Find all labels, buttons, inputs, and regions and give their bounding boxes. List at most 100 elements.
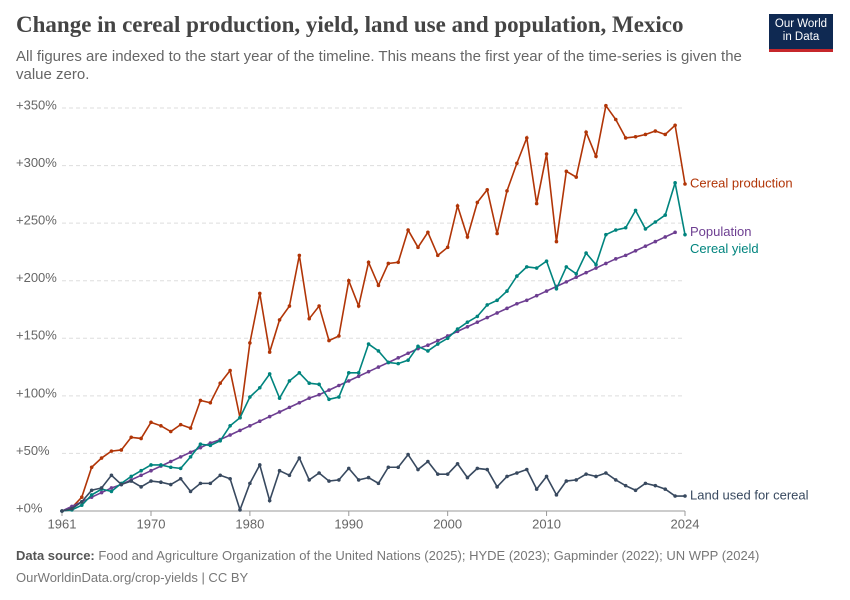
data-point — [119, 482, 124, 487]
y-tick-label: +50% — [16, 443, 50, 458]
data-point — [643, 132, 648, 137]
data-point — [584, 472, 588, 476]
data-point — [623, 136, 628, 140]
data-point — [455, 327, 460, 331]
series-line — [61, 453, 685, 513]
series-label: Population — [690, 224, 751, 239]
data-point — [594, 266, 598, 270]
data-point — [327, 338, 331, 343]
data-point — [198, 445, 203, 450]
y-tick-label: +350% — [16, 97, 57, 112]
data-point — [168, 459, 173, 464]
data-point — [613, 228, 618, 232]
x-tick-label: 1980 — [235, 516, 264, 531]
data-point — [129, 435, 134, 440]
data-point — [604, 103, 608, 108]
data-point — [337, 383, 341, 388]
data-point — [663, 213, 668, 217]
data-point — [327, 397, 331, 402]
data-point — [455, 461, 460, 466]
y-tick-label: +300% — [16, 155, 57, 170]
data-point — [406, 351, 410, 356]
data-point — [297, 371, 302, 375]
data-point — [544, 289, 549, 293]
data-point — [119, 448, 124, 452]
data-point — [475, 200, 480, 205]
data-point — [188, 455, 193, 459]
data-point — [534, 266, 539, 270]
data-point — [356, 478, 361, 482]
data-point — [505, 189, 509, 193]
data-point — [584, 270, 588, 275]
data-point — [505, 474, 509, 479]
x-tick-label: 1970 — [137, 516, 166, 531]
data-point — [376, 283, 381, 288]
data-point — [337, 395, 341, 399]
data-point — [515, 274, 519, 278]
data-point — [396, 356, 401, 360]
source-text: Food and Agriculture Organization of the… — [98, 548, 760, 563]
data-point — [188, 426, 193, 430]
data-point — [485, 467, 490, 472]
data-point — [673, 181, 677, 185]
data-point — [574, 272, 579, 276]
data-point — [594, 154, 598, 159]
data-point — [416, 467, 420, 472]
source-label: Data source: — [16, 548, 95, 563]
data-point — [228, 433, 232, 437]
logo[interactable]: Our World in Data — [769, 14, 833, 52]
data-point — [485, 315, 490, 320]
data-point — [188, 489, 193, 494]
data-point — [248, 395, 252, 399]
chart-subtitle: All figures are indexed to the start yea… — [16, 48, 742, 83]
data-point — [159, 463, 163, 467]
data-point — [554, 493, 559, 497]
data-point — [386, 465, 391, 470]
data-point — [99, 490, 104, 495]
series-label: Land used for cereal — [690, 487, 809, 502]
data-point — [89, 488, 94, 493]
data-point — [604, 471, 608, 475]
data-point — [149, 463, 153, 467]
data-point — [445, 245, 450, 250]
data-point — [435, 472, 440, 476]
source: Data source: Food and Agriculture Organi… — [16, 548, 759, 563]
data-point — [663, 132, 668, 137]
data-point — [554, 286, 559, 291]
data-point — [683, 494, 687, 498]
data-point — [79, 503, 84, 508]
data-point — [465, 235, 470, 239]
data-point — [633, 488, 638, 493]
data-point — [396, 361, 401, 366]
data-point — [248, 423, 252, 428]
data-point — [366, 260, 371, 265]
data-point — [505, 306, 509, 311]
data-point — [663, 487, 668, 491]
data-point — [99, 486, 104, 490]
data-point — [149, 468, 153, 473]
data-point — [594, 262, 598, 267]
data-point — [89, 465, 94, 470]
x-tick-label: 1990 — [334, 516, 363, 531]
data-point — [267, 350, 272, 354]
data-point — [297, 400, 302, 405]
data-point — [534, 201, 539, 206]
data-point — [307, 381, 312, 385]
data-point — [228, 368, 232, 373]
data-point — [248, 481, 252, 486]
data-point — [406, 228, 410, 232]
data-point — [495, 298, 499, 303]
data-point — [534, 487, 539, 491]
data-point — [287, 405, 292, 410]
data-point — [297, 456, 302, 460]
data-point — [416, 344, 420, 349]
data-point — [287, 304, 292, 308]
data-point — [109, 489, 114, 494]
data-point — [475, 320, 480, 324]
data-point — [604, 261, 608, 266]
data-point — [366, 475, 371, 480]
data-point — [109, 486, 114, 490]
x-tick-label: 2000 — [433, 516, 462, 531]
